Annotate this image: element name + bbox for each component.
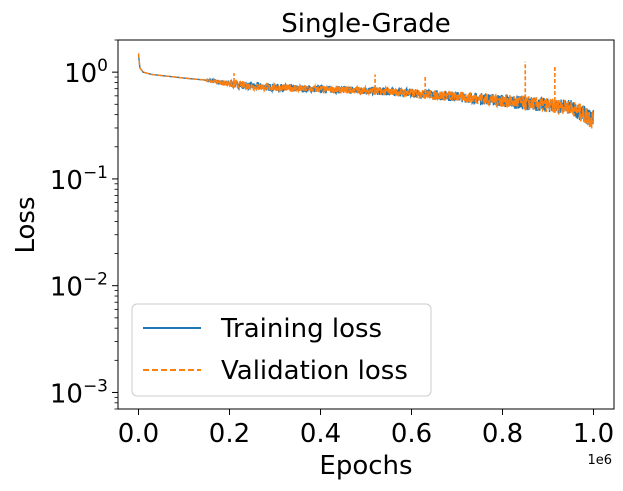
plot-area bbox=[137, 53, 595, 129]
y-tick-base: 10 bbox=[50, 273, 83, 303]
y-tick-exponent: −2 bbox=[83, 270, 108, 290]
x-tick-label: 0.4 bbox=[300, 419, 341, 449]
y-tick-label: 10−3 bbox=[50, 376, 108, 409]
x-tick-label: 1.0 bbox=[573, 419, 614, 449]
y-tick-exponent: 0 bbox=[97, 56, 108, 76]
x-tick-label: 0.2 bbox=[209, 419, 250, 449]
x-tick-label: 0.8 bbox=[482, 419, 523, 449]
x-tick-label: 0.0 bbox=[118, 419, 159, 449]
axes-frame bbox=[117, 39, 615, 410]
legend-label-training: Training loss bbox=[220, 314, 382, 344]
y-tick-label: 10−1 bbox=[50, 163, 108, 196]
y-tick-label: 10−2 bbox=[50, 270, 108, 303]
x-axis-ticks: 0.0 0.2 0.4 0.6 0.8 1.0 bbox=[118, 409, 614, 449]
y-axis-label: Loss bbox=[11, 196, 41, 253]
x-axis-label: Epochs bbox=[319, 451, 412, 481]
x-tick-label: 0.6 bbox=[391, 419, 432, 449]
series-validation-loss-line bbox=[137, 53, 595, 129]
y-tick-exponent: −3 bbox=[83, 376, 108, 396]
legend-label-validation: Validation loss bbox=[221, 356, 408, 386]
y-tick-exponent: −1 bbox=[83, 163, 108, 183]
y-tick-base: 10 bbox=[50, 379, 83, 409]
legend: Training loss Validation loss bbox=[131, 303, 432, 397]
chart-title: Single-Grade bbox=[281, 9, 451, 39]
y-tick-label: 100 bbox=[64, 56, 108, 89]
y-tick-base: 10 bbox=[64, 59, 97, 89]
series-layer bbox=[137, 53, 595, 129]
y-tick-base: 10 bbox=[50, 166, 83, 196]
x-axis-offset-label: 1e6 bbox=[587, 453, 612, 468]
legend-box bbox=[131, 303, 432, 397]
